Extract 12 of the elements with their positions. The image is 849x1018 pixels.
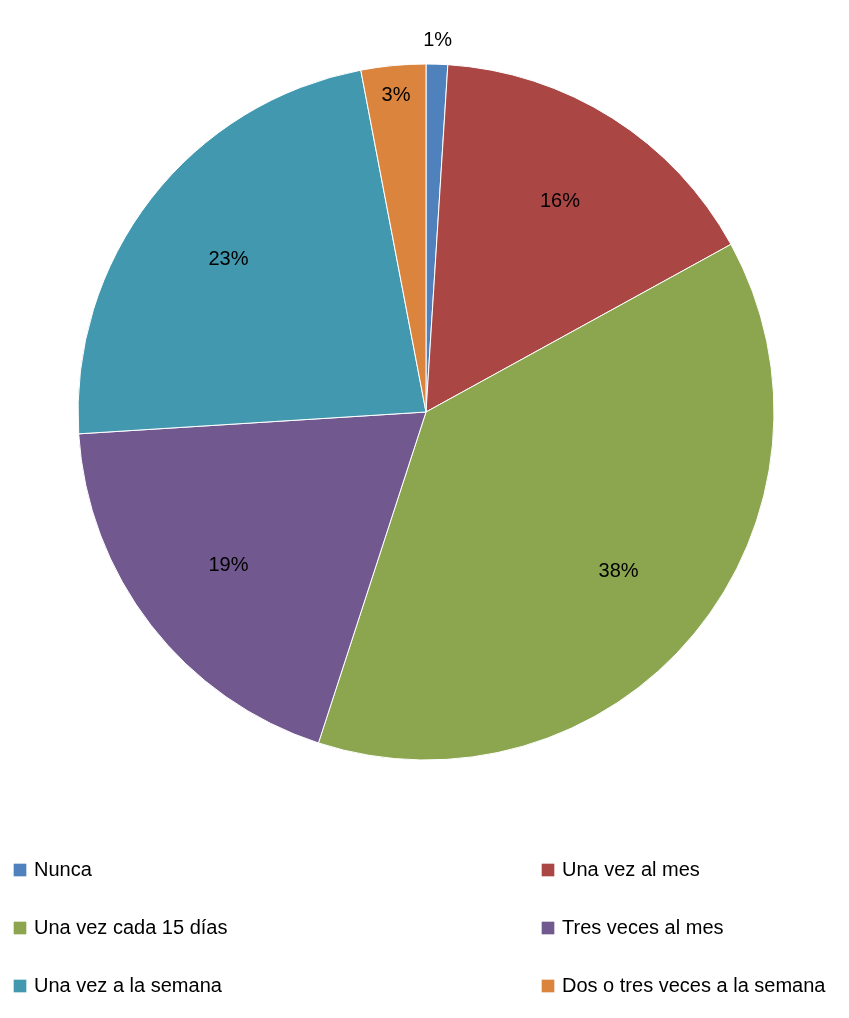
legend-label: Una vez cada 15 días — [34, 916, 228, 938]
data-label: 3% — [381, 83, 411, 106]
data-label: 38% — [598, 559, 639, 582]
data-label: 16% — [539, 188, 581, 211]
legend-label: Una vez al mes — [562, 858, 700, 880]
data-label: 19% — [208, 553, 249, 576]
legend-label: Tres veces al mes — [562, 916, 724, 938]
legend-label: Dos o tres veces a la semana — [562, 974, 827, 996]
data-label: 23% — [208, 246, 249, 269]
legend-label: Una vez a la semana — [34, 974, 223, 996]
legend-label: Nunca — [34, 858, 93, 880]
data-label: 1% — [423, 28, 453, 51]
